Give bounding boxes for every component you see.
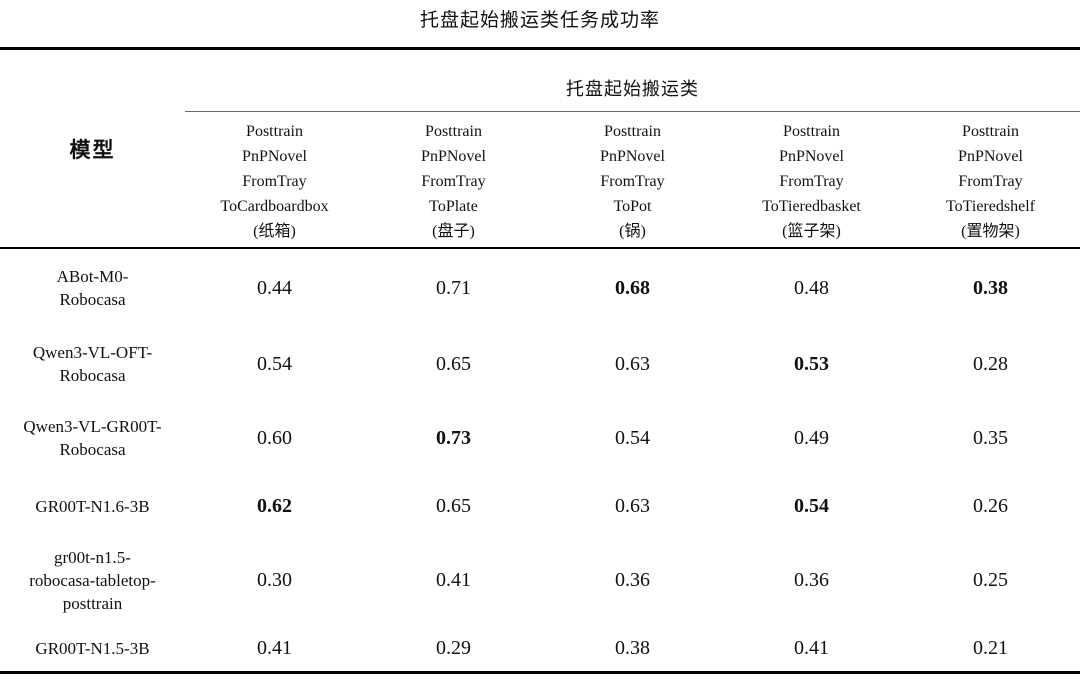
success-rate-cell: 0.38 [615,636,650,659]
model-name: gr00t-n1.5- robocasa-tabletop- posttrain [0,537,185,623]
model-name-line: robocasa-tabletop- [29,570,156,590]
table-row: ABot-M0- Robocasa 0.44 0.71 0.68 0.48 0.… [0,249,1080,327]
table-row: gr00t-n1.5- robocasa-tabletop- posttrain… [0,537,1080,623]
model-name-line: posttrain [62,593,123,613]
column-header-line: (篮子架) [782,223,841,240]
column-header-line: PnPNovel [421,148,486,165]
success-rate-cell: 0.25 [973,568,1008,591]
column-header-line: Posttrain [604,123,661,140]
success-rate-cell: 0.38 [973,276,1008,299]
model-name: GR00T-N1.6-3B [0,475,185,537]
model-name-line: ABot-M0- [56,267,129,286]
success-rate-cell: 0.68 [615,276,650,299]
column-header-plate: Posttrain PnPNovel FromTray ToPlate (盘子) [364,112,543,244]
model-name: GR00T-N1.5-3B [0,623,185,673]
model-name-line: Qwen3-VL-GR00T- [23,417,162,436]
table-row: GR00T-N1.6-3B 0.62 0.65 0.63 0.54 0.26 [0,475,1080,537]
column-header-line: PnPNovel [600,148,665,165]
success-rate-cell: 0.48 [794,276,829,299]
column-header-line: ToTieredshelf [946,198,1035,215]
table-row: Qwen3-VL-OFT- Robocasa 0.54 0.65 0.63 0.… [0,327,1080,401]
column-header-line: (盘子) [432,223,475,240]
model-name-line: GR00T-N1.6-3B [35,496,150,516]
table-body: ABot-M0- Robocasa 0.44 0.71 0.68 0.48 0.… [0,249,1080,673]
column-header-line: FromTray [779,173,844,190]
model-name-line: GR00T-N1.5-3B [35,638,150,658]
table-header: 模型 托盘起始搬运类 Posttrain PnPNovel FromTray T… [0,50,1080,247]
task-columns-header: 托盘起始搬运类 Posttrain PnPNovel FromTray ToCa… [185,50,1080,247]
model-name: ABot-M0- Robocasa [0,249,185,327]
success-rate-cell: 0.28 [973,352,1008,375]
table-title: 托盘起始搬运类任务成功率 [419,10,660,31]
model-name: Qwen3-VL-GR00T- Robocasa [0,401,185,475]
column-header-line: ToCardboardbox [220,198,329,215]
success-rate-cell: 0.30 [257,568,292,591]
success-rate-cell: 0.29 [436,636,471,659]
model-name-line: Robocasa [59,290,126,309]
model-name-line: Qwen3-VL-OFT- [32,343,153,362]
model-name: Qwen3-VL-OFT- Robocasa [0,327,185,401]
column-header-cardboardbox: Posttrain PnPNovel FromTray ToCardboardb… [185,112,364,244]
column-header-line: ToPot [613,198,652,215]
success-rate-cell: 0.41 [436,568,471,591]
success-rate-cell: 0.53 [794,352,829,375]
success-rate-cell: 0.41 [257,636,292,659]
column-header-line: ToPlate [429,198,478,215]
success-rate-cell: 0.26 [973,494,1008,517]
success-rate-cell: 0.21 [973,636,1008,659]
column-header-line: PnPNovel [779,148,844,165]
success-rate-cell: 0.49 [794,426,829,449]
column-header-line: FromTray [600,173,665,190]
mid-rule [0,247,1080,249]
column-header-line: FromTray [421,173,486,190]
column-header-line: FromTray [958,173,1023,190]
model-column-header: 模型 [69,137,116,162]
column-header-line: Posttrain [783,123,840,140]
success-rate-cell: 0.54 [615,426,650,449]
success-rate-cell: 0.36 [794,568,829,591]
column-header-line: (置物架) [961,223,1020,240]
success-rate-cell: 0.65 [436,494,471,517]
model-name-line: Robocasa [59,366,126,385]
model-name-line: Robocasa [59,440,126,459]
top-rule [0,47,1080,50]
bottom-rule [0,671,1080,674]
column-group-header: 托盘起始搬运类 [185,50,1080,112]
success-rate-cell: 0.60 [257,426,292,449]
column-header-line: (纸箱) [253,223,296,240]
table-row: GR00T-N1.5-3B 0.41 0.29 0.38 0.41 0.21 [0,623,1080,673]
success-rate-cell: 0.65 [436,352,471,375]
success-rate-cell: 0.71 [436,276,471,299]
column-header-tieredshelf: Posttrain PnPNovel FromTray ToTieredshel… [901,112,1080,244]
success-rate-cell: 0.62 [257,494,292,517]
success-rate-cell: 0.63 [615,352,650,375]
column-header-line: (锅) [619,223,646,240]
column-header-line: Posttrain [962,123,1019,140]
column-header-line: ToTieredbasket [762,198,861,215]
column-header-line: PnPNovel [242,148,307,165]
success-rate-cell: 0.54 [257,352,292,375]
success-rate-cell: 0.63 [615,494,650,517]
column-header-line: Posttrain [246,123,303,140]
success-rate-cell: 0.54 [794,494,829,517]
column-header-pot: Posttrain PnPNovel FromTray ToPot (锅) [543,112,722,244]
column-header-line: PnPNovel [958,148,1023,165]
success-rate-cell: 0.36 [615,568,650,591]
success-rate-cell: 0.44 [257,276,292,299]
success-rate-cell: 0.35 [973,426,1008,449]
success-rate-cell: 0.73 [436,426,471,449]
column-headers-row: Posttrain PnPNovel FromTray ToCardboardb… [185,112,1080,244]
column-header-line: FromTray [242,173,307,190]
table-row: Qwen3-VL-GR00T- Robocasa 0.60 0.73 0.54 … [0,401,1080,475]
model-name-line: gr00t-n1.5- [54,547,131,567]
success-rate-cell: 0.41 [794,636,829,659]
column-header-line: Posttrain [425,123,482,140]
column-header-tieredbasket: Posttrain PnPNovel FromTray ToTieredbask… [722,112,901,244]
